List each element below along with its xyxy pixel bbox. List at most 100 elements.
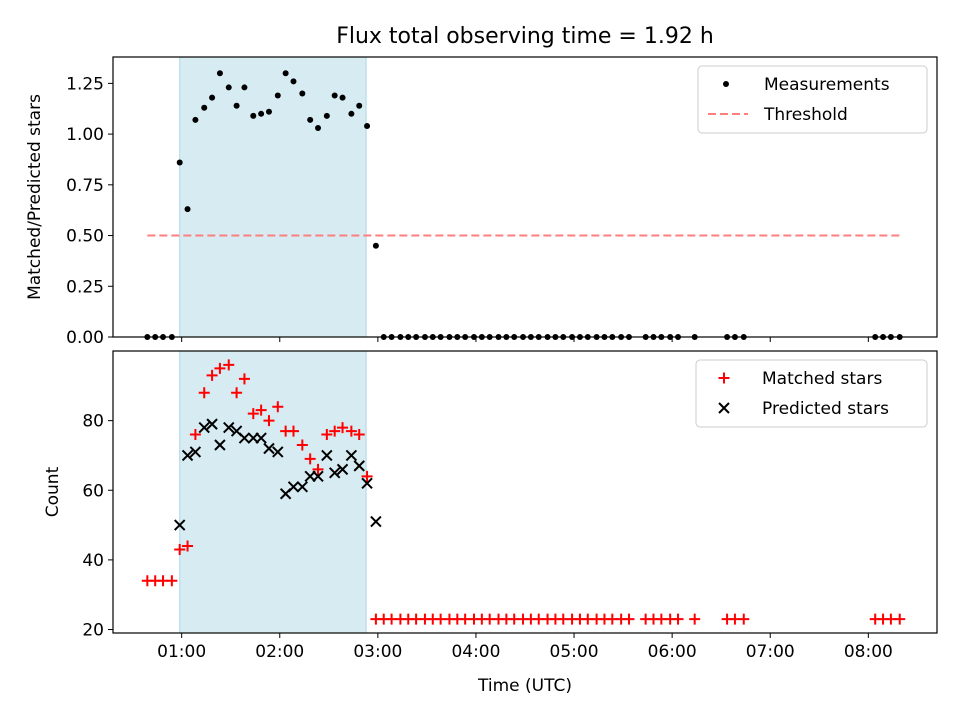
observing-span <box>179 350 367 634</box>
y-tick-label: 0.25 <box>66 277 104 297</box>
data-point-measurements <box>372 242 379 249</box>
data-point-predicted-stars <box>223 421 235 434</box>
axes-frame <box>112 56 938 338</box>
data-point-matched-stars <box>247 408 259 420</box>
data-point-matched-stars <box>296 439 308 451</box>
data-point-predicted-stars <box>312 470 324 483</box>
data-point-matched-stars <box>189 429 201 441</box>
data-point-predicted-stars <box>214 439 226 451</box>
data-point-measurements <box>176 159 183 166</box>
data-point-matched-stars <box>272 401 284 413</box>
data-point-predicted-stars <box>361 477 373 490</box>
data-point-measurements <box>307 116 314 123</box>
legend-marker-matched <box>718 372 730 384</box>
data-point-predicted-stars <box>328 467 341 479</box>
data-point-predicted-stars <box>173 519 186 531</box>
data-point-measurements <box>282 70 289 77</box>
data-point-measurements <box>241 84 248 91</box>
data-point-measurements <box>225 84 232 91</box>
data-point-matched-stars <box>174 543 186 555</box>
data-point-measurements <box>315 125 322 132</box>
data-point-matched-stars <box>353 429 365 441</box>
observing-span <box>179 56 367 338</box>
data-point-measurements <box>184 206 191 213</box>
x-tick-label: 07:00 <box>746 642 795 662</box>
x-axis-label: Time (UTC) <box>477 676 572 696</box>
y-tick-label: 1.25 <box>66 74 104 94</box>
y-tick-label: 20 <box>82 621 104 641</box>
data-point-matched-stars <box>223 359 235 371</box>
legend-label: Predicted stars <box>762 399 889 419</box>
data-point-matched-stars <box>345 425 357 437</box>
data-point-predicted-stars <box>345 449 358 462</box>
y-tick-label: 0.50 <box>66 227 104 247</box>
data-point-matched-stars <box>231 387 243 399</box>
data-point-predicted-stars <box>189 446 202 458</box>
data-point-measurements <box>233 102 240 109</box>
data-point-matched-stars <box>263 415 275 427</box>
data-point-predicted-stars <box>370 515 382 528</box>
data-point-measurements <box>290 78 297 85</box>
data-point-predicted-stars <box>263 442 275 455</box>
data-point-matched-stars <box>623 613 635 625</box>
data-point-matched-stars <box>321 429 333 441</box>
data-point-matched-stars <box>206 369 218 381</box>
data-point-predicted-stars <box>198 421 210 434</box>
y-tick-label: 0.00 <box>66 328 104 348</box>
x-tick-label: 06:00 <box>648 642 697 662</box>
data-point-measurements <box>356 102 363 109</box>
legend-label: Measurements <box>764 75 890 95</box>
data-point-measurements <box>323 112 330 119</box>
data-point-measurements <box>364 122 371 129</box>
y-axis-label: Matched/Predicted stars <box>25 94 45 300</box>
x-tick-label: 08:00 <box>844 642 893 662</box>
data-point-measurements <box>331 92 338 99</box>
legend-box <box>697 65 928 134</box>
data-point-predicted-stars <box>238 432 251 444</box>
legend-marker-predicted <box>718 402 730 414</box>
y-tick-label: 80 <box>82 412 104 432</box>
data-point-predicted-stars <box>255 432 267 444</box>
data-point-measurements <box>348 110 355 117</box>
data-point-predicted-stars <box>321 449 333 462</box>
data-point-measurements <box>339 94 346 101</box>
data-point-measurements <box>258 110 265 117</box>
data-point-matched-stars <box>304 453 316 465</box>
x-tick-label: 05:00 <box>550 642 599 662</box>
data-point-matched-stars <box>287 425 299 437</box>
data-point-predicted-stars <box>272 446 284 458</box>
data-point-matched-stars <box>214 362 226 374</box>
data-point-predicted-stars <box>206 418 218 430</box>
data-point-measurements <box>274 92 281 99</box>
y-axis-label: Count <box>43 466 63 517</box>
y-tick-label: 0.75 <box>66 176 104 196</box>
data-point-measurements <box>216 70 223 77</box>
data-point-matched-stars <box>738 613 750 625</box>
y-tick-label: 1.00 <box>66 125 104 145</box>
x-tick-label: 02:00 <box>255 642 304 662</box>
data-point-predicted-stars <box>353 460 365 472</box>
data-point-matched-stars <box>329 425 341 437</box>
chart-title: Flux total observing time = 1.92 h <box>336 24 714 49</box>
data-point-matched-stars <box>312 463 324 475</box>
y-tick-label: 40 <box>82 551 104 571</box>
data-point-predicted-stars <box>181 449 194 462</box>
data-point-predicted-stars <box>287 481 300 493</box>
data-point-measurements <box>192 116 199 123</box>
data-point-matched-stars <box>689 613 701 625</box>
data-point-matched-stars <box>238 373 250 385</box>
ratio-panel: 0.00 0.25 0.50 0.75 1.00 1.25 Matched/Predicte… <box>25 56 938 348</box>
data-point-matched-stars <box>337 422 349 434</box>
data-point-measurements <box>209 94 216 101</box>
data-point-measurements <box>299 90 306 97</box>
legend-label: Threshold <box>763 105 848 125</box>
x-tick-label: 04:00 <box>451 642 500 662</box>
legend-marker-measurements <box>723 81 729 87</box>
legend-box <box>695 359 928 428</box>
count-panel: 01:00 02:00 03:00 04:00 05:00 06:00 07:00 08:00… <box>43 350 938 696</box>
data-point-matched-stars <box>361 470 373 482</box>
data-point-predicted-stars <box>336 463 349 476</box>
axes-frame <box>112 350 938 634</box>
data-point-matched-stars <box>894 613 906 625</box>
